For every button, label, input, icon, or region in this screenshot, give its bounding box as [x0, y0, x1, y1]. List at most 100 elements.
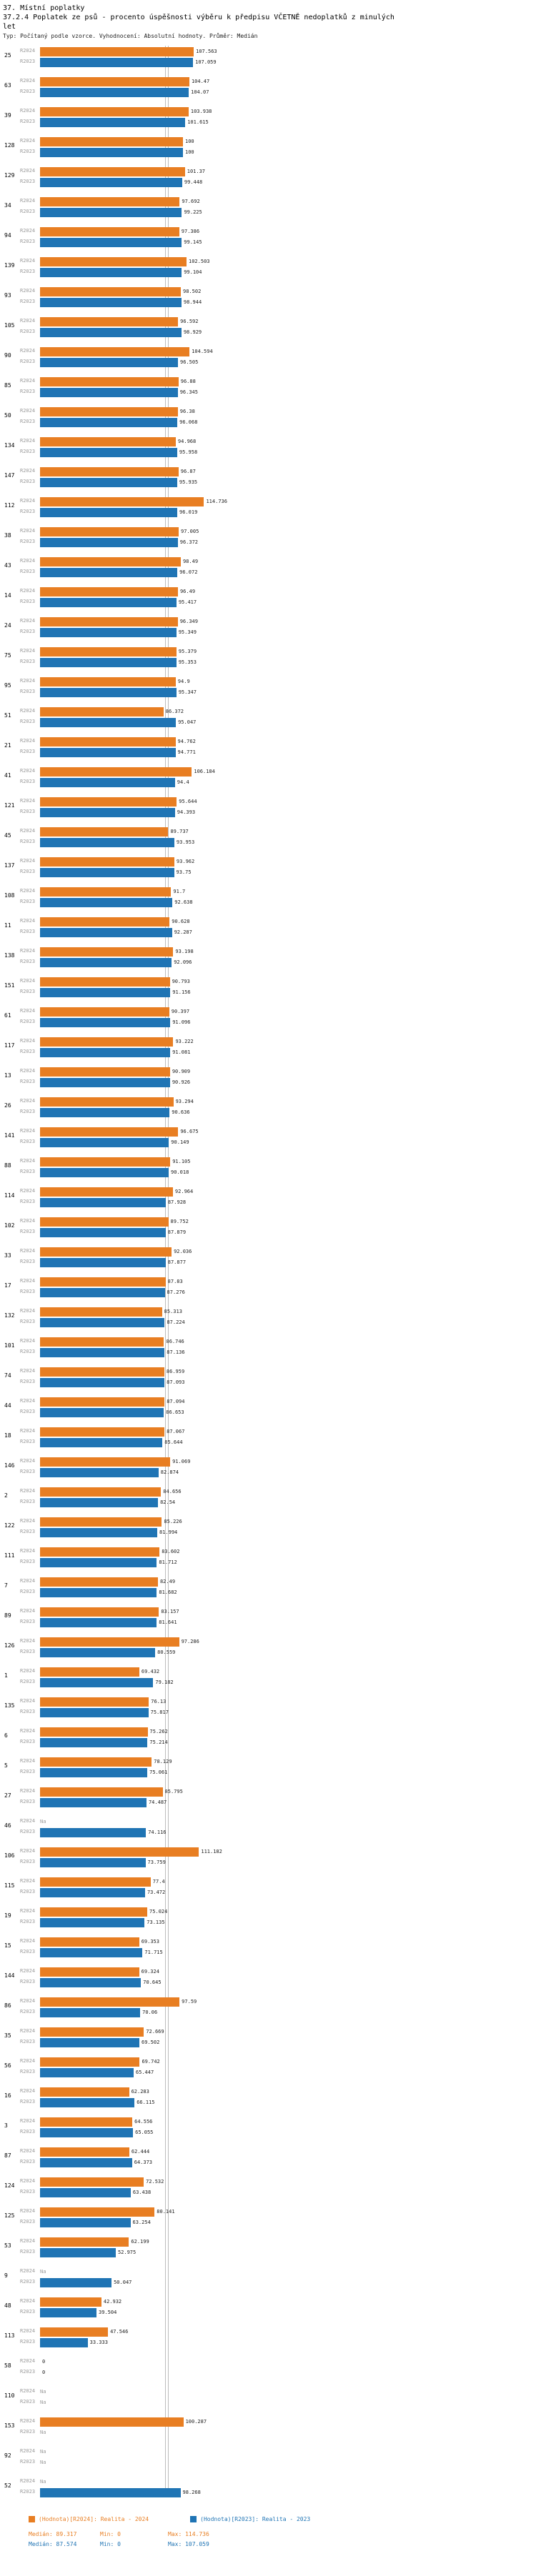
bar-r2023[interactable]	[40, 1228, 166, 1237]
bar-r2024[interactable]	[40, 1667, 139, 1677]
bar-r2024[interactable]	[40, 1577, 158, 1587]
bar-r2024[interactable]	[40, 1367, 164, 1377]
bar-r2023[interactable]	[40, 1798, 147, 1807]
bar-r2024[interactable]	[40, 1217, 169, 1227]
bar-r2023[interactable]	[40, 1318, 165, 1327]
bar-r2024[interactable]	[40, 2117, 133, 2127]
bar-r2023[interactable]	[40, 1858, 146, 1867]
bar-r2024[interactable]	[40, 467, 179, 476]
bar-r2023[interactable]	[40, 1168, 169, 1177]
bar-r2023[interactable]	[40, 1828, 147, 1837]
bar-r2024[interactable]	[40, 827, 169, 837]
bar-r2023[interactable]	[40, 1648, 156, 1657]
bar-r2023[interactable]	[40, 1588, 157, 1597]
bar-r2023[interactable]	[40, 2188, 131, 2197]
bar-r2024[interactable]	[40, 917, 170, 927]
bar-r2023[interactable]	[40, 148, 183, 157]
bar-r2023[interactable]	[40, 748, 176, 757]
bar-r2023[interactable]	[40, 1468, 159, 1477]
bar-r2023[interactable]	[40, 1378, 165, 1387]
bar-r2024[interactable]	[40, 197, 180, 206]
bar-r2023[interactable]	[40, 2308, 96, 2317]
bar-r2024[interactable]	[40, 227, 179, 236]
bar-r2024[interactable]	[40, 1697, 149, 1707]
bar-r2023[interactable]	[40, 1918, 145, 1927]
bar-r2023[interactable]	[40, 1438, 163, 1447]
bar-r2024[interactable]	[40, 1127, 179, 1137]
bar-r2024[interactable]	[40, 437, 176, 446]
bar-r2024[interactable]	[40, 587, 178, 596]
bar-r2024[interactable]	[40, 767, 192, 777]
bar-r2023[interactable]	[40, 1558, 157, 1567]
bar-r2023[interactable]	[40, 88, 189, 97]
bar-r2023[interactable]	[40, 238, 182, 247]
bar-r2024[interactable]	[40, 647, 177, 657]
bar-r2023[interactable]	[40, 1048, 171, 1057]
bar-r2024[interactable]	[40, 1277, 166, 1287]
bar-r2024[interactable]	[40, 887, 172, 897]
bar-r2023[interactable]	[40, 418, 178, 427]
bar-r2024[interactable]	[40, 287, 181, 296]
bar-r2023[interactable]	[40, 2278, 112, 2287]
bar-r2023[interactable]	[40, 2098, 135, 2107]
bar-r2024[interactable]	[40, 2327, 109, 2337]
bar-r2023[interactable]	[40, 2218, 131, 2227]
bar-r2024[interactable]	[40, 737, 176, 747]
bar-r2023[interactable]	[40, 958, 172, 967]
bar-r2024[interactable]	[40, 1907, 148, 1917]
bar-r2024[interactable]	[40, 527, 179, 536]
bar-r2024[interactable]	[40, 1847, 199, 1857]
bar-r2024[interactable]	[40, 2207, 155, 2217]
bar-r2024[interactable]	[40, 557, 181, 566]
bar-r2023[interactable]	[40, 1078, 170, 1087]
bar-r2023[interactable]	[40, 1198, 166, 1207]
bar-r2024[interactable]	[40, 1487, 162, 1497]
bar-r2024[interactable]	[40, 1427, 165, 1437]
bar-r2024[interactable]	[40, 707, 164, 717]
bar-r2024[interactable]	[40, 2297, 101, 2307]
bar-r2024[interactable]	[40, 1637, 179, 1647]
bar-r2023[interactable]	[40, 508, 178, 517]
bar-r2023[interactable]	[40, 778, 175, 787]
bar-r2024[interactable]	[40, 377, 179, 386]
bar-r2023[interactable]	[40, 358, 178, 367]
bar-r2024[interactable]	[40, 1397, 165, 1407]
bar-r2023[interactable]	[40, 448, 177, 457]
bar-r2023[interactable]	[40, 988, 171, 997]
bar-r2023[interactable]	[40, 208, 182, 217]
bar-r2024[interactable]	[40, 2147, 129, 2157]
bar-r2024[interactable]	[40, 1037, 174, 1047]
bar-r2024[interactable]	[40, 1097, 174, 1107]
bar-r2023[interactable]	[40, 1528, 157, 1537]
bar-r2023[interactable]	[40, 1408, 164, 1417]
bar-r2024[interactable]	[40, 1067, 170, 1077]
bar-r2023[interactable]	[40, 1738, 148, 1747]
bar-r2023[interactable]	[40, 478, 177, 487]
bar-r2024[interactable]	[40, 167, 185, 176]
bar-r2023[interactable]	[40, 2158, 132, 2167]
bar-r2024[interactable]	[40, 2087, 129, 2097]
bar-r2024[interactable]	[40, 1457, 171, 1467]
bar-r2024[interactable]	[40, 1787, 163, 1797]
bar-r2024[interactable]	[40, 797, 177, 807]
bar-r2023[interactable]	[40, 268, 182, 277]
bar-r2024[interactable]	[40, 617, 178, 626]
bar-r2023[interactable]	[40, 628, 177, 637]
bar-r2024[interactable]	[40, 47, 194, 56]
bar-r2024[interactable]	[40, 2237, 129, 2247]
bar-r2024[interactable]	[40, 947, 174, 957]
bar-r2023[interactable]	[40, 2038, 139, 2047]
bar-r2023[interactable]	[40, 2248, 116, 2257]
bar-r2024[interactable]	[40, 2057, 140, 2067]
bar-r2023[interactable]	[40, 658, 177, 667]
bar-r2024[interactable]	[40, 1547, 160, 1557]
bar-r2023[interactable]	[40, 388, 178, 397]
bar-r2023[interactable]	[40, 1108, 170, 1117]
bar-r2024[interactable]	[40, 677, 176, 687]
bar-r2024[interactable]	[40, 407, 178, 416]
bar-r2023[interactable]	[40, 1258, 166, 1267]
bar-r2023[interactable]	[40, 898, 173, 907]
bar-r2023[interactable]	[40, 838, 174, 847]
bar-r2023[interactable]	[40, 718, 177, 727]
bar-r2023[interactable]	[40, 1348, 165, 1357]
